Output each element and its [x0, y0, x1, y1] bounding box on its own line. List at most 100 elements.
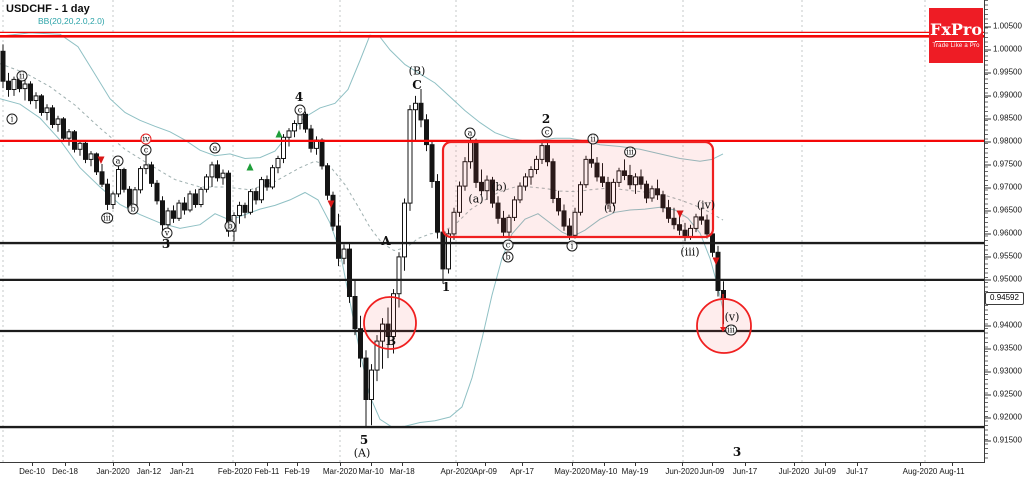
- buy-arrow-icon: [246, 163, 254, 171]
- wave-label-circled: ii: [16, 70, 28, 82]
- price-axis-tick: [985, 394, 991, 395]
- current-price-badge: 0.94592: [985, 292, 1024, 306]
- time-axis-tick: [267, 463, 268, 466]
- price-axis-label: 0.97500: [985, 160, 1022, 169]
- time-axis-label: May-19: [621, 467, 649, 476]
- wave-label: (v): [724, 310, 740, 324]
- price-axis-tick: [985, 210, 991, 211]
- time-axis-tick: [920, 463, 921, 466]
- downward-projection-arrow: [720, 294, 726, 332]
- time-axis-tick: [32, 463, 33, 466]
- wave-label-circled: i: [6, 113, 18, 125]
- sell-arrow-icon: [676, 210, 684, 218]
- bollinger-middle-band: [0, 63, 724, 252]
- time-axis-tick: [485, 463, 486, 466]
- wave-label: (A): [353, 446, 371, 460]
- price-axis-label: 0.95000: [985, 275, 1022, 284]
- time-axis-label: Jul-17: [846, 467, 868, 476]
- time-axis-label: Jan-21: [169, 467, 195, 476]
- time-axis-tick: [65, 463, 66, 466]
- price-axis-tick: [985, 95, 991, 96]
- wave-label-circled: b: [502, 251, 514, 263]
- time-axis-label: Feb-19: [284, 467, 310, 476]
- time-axis-label: Jun-09: [699, 467, 725, 476]
- price-axis-label: 0.92500: [985, 390, 1022, 399]
- time-axis-tick: [113, 463, 114, 466]
- sell-arrow-icon: [327, 200, 335, 208]
- wave-label: 3: [161, 237, 171, 251]
- wave-label: (a): [468, 192, 484, 206]
- time-axis-label: Apr-17: [509, 467, 535, 476]
- red-highlight-circles: [363, 296, 752, 354]
- time-axis-label: May-10: [590, 467, 618, 476]
- time-axis-tick: [712, 463, 713, 466]
- price-axis-tick: [985, 348, 991, 349]
- wave-label: 2: [541, 112, 551, 126]
- time-axis-label: Aug-2020: [902, 467, 938, 476]
- price-axis-label: 0.93500: [985, 344, 1022, 353]
- price-axis-minor-ticks: [985, 0, 988, 462]
- time-axis-label: Jan-12: [136, 467, 162, 476]
- time-axis-tick: [635, 463, 636, 466]
- time-axis-tick: [745, 463, 746, 466]
- time-axis-label: Apr-09: [472, 467, 498, 476]
- wave-label-circled: c: [541, 126, 553, 138]
- time-axis-label: Jun-2020: [665, 467, 699, 476]
- time-axis-label: Dec-10: [19, 467, 45, 476]
- bollinger-indicator-label: BB(20,20,2.0,2.0): [38, 16, 105, 26]
- wave-label-circled: a: [464, 127, 476, 139]
- price-axis-label: 0.91500: [985, 436, 1022, 445]
- time-axis-tick: [682, 463, 683, 466]
- time-axis-tick: [402, 463, 403, 466]
- time-axis-tick: [297, 463, 298, 466]
- wave-label-circled: b: [127, 203, 139, 215]
- price-axis-label: 1.00000: [985, 45, 1022, 54]
- chart-plot-area[interactable]: ii i iii a b c iv v a b c a c c b ii i iii iii 3 4 (B) C A B 5 (A)…: [0, 0, 985, 463]
- price-axis[interactable]: 1.00500 1.00000 0.99500 0.99000 0.98500 0.980…: [985, 0, 1024, 462]
- time-axis[interactable]: Dec-10 Dec-18 Jan-2020 Jan-12 Jan-21 Feb-2020…: [0, 463, 984, 479]
- signal-arrows: [97, 130, 720, 265]
- price-axis-label: 0.99500: [985, 68, 1022, 77]
- wave-label-circled: iii: [624, 146, 636, 158]
- wave-label-circled: c: [140, 144, 152, 156]
- wave-label: C: [412, 78, 422, 92]
- time-axis-tick: [522, 463, 523, 466]
- wave-label: (b): [491, 180, 507, 194]
- time-axis-tick: [235, 463, 236, 466]
- sell-arrow-icon: [97, 156, 105, 164]
- time-axis-tick: [825, 463, 826, 466]
- sell-arrow-icon: [712, 257, 720, 265]
- price-axis-label: 0.95500: [985, 252, 1022, 261]
- wave-label-circled: iii: [101, 212, 113, 224]
- time-axis-tick: [794, 463, 795, 466]
- candlestick-chart-canvas[interactable]: [0, 0, 984, 462]
- price-axis-label: 0.96000: [985, 229, 1022, 238]
- fxpro-logo-tagline: Trade Like a Pro: [932, 42, 980, 49]
- time-axis-tick: [604, 463, 605, 466]
- time-axis-tick: [340, 463, 341, 466]
- price-axis-label: 0.96500: [985, 206, 1022, 215]
- time-axis-label: May-2020: [554, 467, 590, 476]
- wave-label-circled: ii: [587, 133, 599, 145]
- price-axis-tick: [985, 279, 991, 280]
- fxpro-logo-text: FxPro: [929, 20, 983, 40]
- price-axis-tick: [985, 417, 991, 418]
- wave-label: 4: [294, 90, 304, 104]
- price-axis-label: 0.94000: [985, 321, 1022, 330]
- price-axis-label: 0.92000: [985, 413, 1022, 422]
- wave-label-circled: a: [209, 142, 221, 154]
- wave2-consolidation-box: [441, 140, 715, 239]
- price-axis-tick: [985, 118, 991, 119]
- time-axis-label: Jun-17: [732, 467, 758, 476]
- time-axis-label: Jul-09: [814, 467, 836, 476]
- wave-label-circled: c: [294, 104, 306, 116]
- wave-label: 1: [441, 280, 451, 294]
- time-axis-tick: [182, 463, 183, 466]
- wave-label: 5: [359, 433, 369, 447]
- wave-label: (iii): [680, 245, 700, 259]
- wave-label-circled: a: [112, 155, 124, 167]
- price-axis-tick: [985, 26, 991, 27]
- wave-label-circled: v: [161, 227, 173, 239]
- time-axis-label: Jan-2020: [96, 467, 130, 476]
